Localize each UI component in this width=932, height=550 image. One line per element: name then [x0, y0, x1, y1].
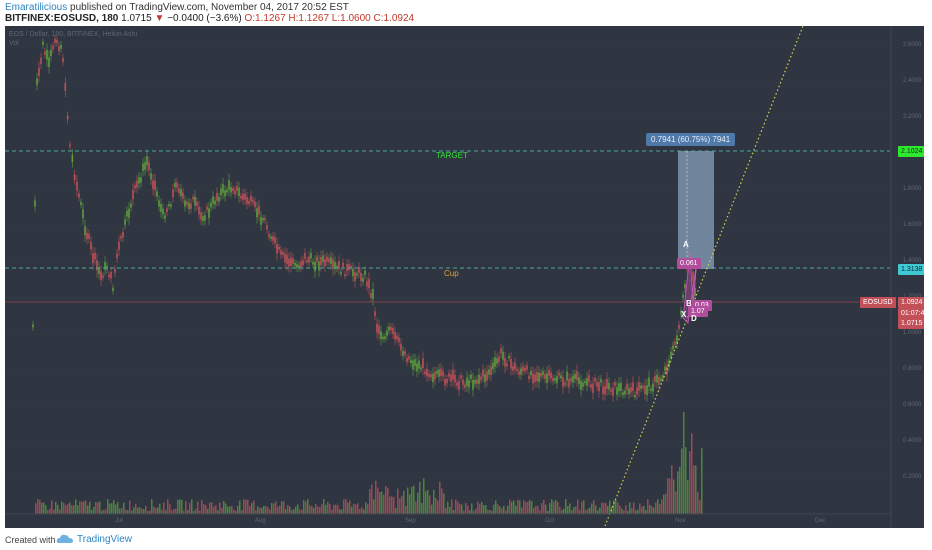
ratio-label-1: 0.061	[677, 258, 701, 269]
high-value: H:1.1267	[288, 13, 330, 24]
y-axis-tick: 2.4000	[903, 78, 922, 84]
symbol-line: BITFINEX:EOSUSD, 180 1.0715 ▼ −0.0400 (−…	[5, 13, 414, 24]
author-link[interactable]: Emaratilicious	[5, 2, 68, 13]
y-axis-tick: 0.2000	[903, 474, 922, 480]
ratio-label-3: 1.07	[688, 306, 708, 317]
symbol-tag: EOSUSD	[860, 297, 896, 308]
y-axis-tick: 1.8000	[903, 186, 922, 192]
point-a-label: A	[683, 240, 689, 249]
cup-price-tag: 1.3138	[898, 264, 924, 275]
open-value: O:1.1267	[244, 13, 286, 24]
last-price-tag: 1.0715	[898, 318, 924, 329]
grid	[5, 45, 891, 479]
publish-line: Emaratilicious published on TradingView.…	[5, 2, 349, 13]
tradingview-logo-icon	[56, 534, 73, 543]
x-axis-tick: Oct	[545, 518, 555, 524]
tradingview-brand-link[interactable]: TradingView	[77, 534, 133, 545]
point-x-label: X	[681, 310, 687, 319]
x-axis-tick: Dec	[815, 518, 826, 524]
trend-line[interactable]	[604, 26, 804, 527]
down-arrow-icon: ▼	[154, 13, 165, 24]
volume-label: Vol	[9, 40, 19, 47]
cup-label: Cup	[444, 269, 459, 278]
x-axis-tick: Sep	[405, 518, 416, 524]
price-candles	[32, 34, 698, 403]
y-axis-tick: 0.4000	[903, 438, 922, 444]
y-axis-tick: 0.8000	[903, 366, 922, 372]
low-value: L:1.0600	[331, 13, 371, 24]
y-axis-tick: 1.4000	[903, 258, 922, 264]
symbol: BITFINEX:EOSUSD, 180	[5, 13, 119, 24]
x-axis-tick: Nov	[675, 518, 686, 524]
x-axis-tick: Aug	[255, 518, 266, 524]
publish-info: published on TradingView.com, November 0…	[70, 2, 349, 13]
target-label: TARGET	[436, 151, 468, 160]
y-axis-tick: 2.2000	[903, 114, 922, 120]
x-axis-tick: Jul	[115, 518, 123, 524]
chart-area[interactable]: EOS / Dollar, 180, BITFINEX, Heikin Ashi…	[5, 26, 924, 528]
footer: Created with TradingView	[0, 528, 932, 550]
y-axis-tick: 1.6000	[903, 222, 922, 228]
measure-box[interactable]	[678, 151, 714, 269]
measure-label: 0.7941 (60.75%) 7941	[646, 133, 736, 146]
y-axis-tick: 1.0000	[903, 330, 922, 336]
chart-symbol-label: EOS / Dollar, 180, BITFINEX, Heikin Ashi	[9, 31, 137, 38]
last-price: 1.0715	[121, 13, 152, 24]
close-value: C:1.0924	[373, 13, 415, 24]
y-axis-tick: 0.6000	[903, 402, 922, 408]
volume-bars	[35, 411, 703, 514]
price-change: −0.0400 (−3.6%)	[167, 13, 242, 24]
ratio-label-2: 0.03	[692, 300, 712, 311]
y-axis-tick: 2.6000	[903, 42, 922, 48]
countdown-tag: 01:07:41	[898, 308, 924, 319]
point-d-label: D	[691, 314, 697, 323]
header: Emaratilicious published on TradingView.…	[0, 0, 932, 26]
point-b-label: B	[686, 299, 692, 308]
created-with-label: Created with	[5, 535, 56, 545]
current-price-tag: 1.0924	[898, 297, 924, 308]
target-price-tag: 2.1024	[898, 146, 924, 157]
chart-canvas[interactable]	[5, 26, 924, 528]
